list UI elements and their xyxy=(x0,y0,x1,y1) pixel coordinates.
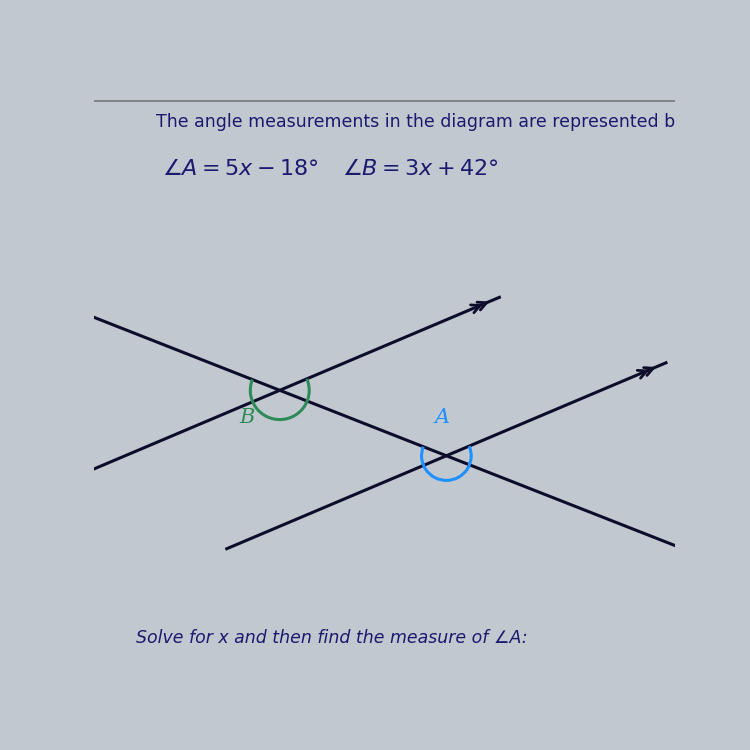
Text: The angle measurements in the diagram are represented b: The angle measurements in the diagram ar… xyxy=(156,113,675,131)
Text: A: A xyxy=(435,409,450,428)
Text: $\angle B = 3x + 42°$: $\angle B = 3x + 42°$ xyxy=(342,158,498,180)
Text: B: B xyxy=(239,408,255,427)
Text: Solve for x and then find the measure of ∠A:: Solve for x and then find the measure of… xyxy=(136,628,528,646)
Text: $\angle A = 5x - 18°$: $\angle A = 5x - 18°$ xyxy=(162,158,319,180)
